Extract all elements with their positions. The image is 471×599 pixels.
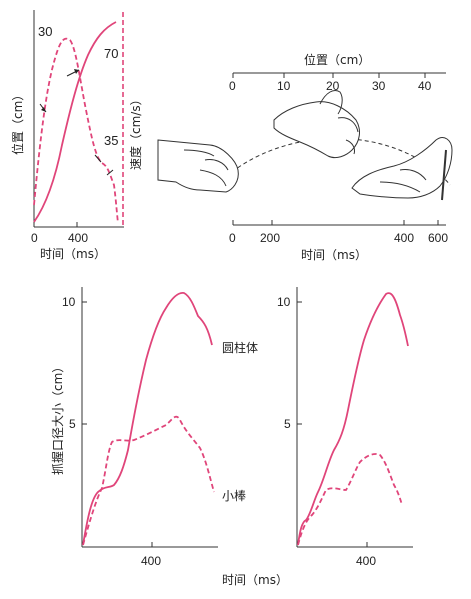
panel-a: 30 70 35 位置（cm） 速度（cm/s） 0 400 时间（ms） bbox=[10, 10, 143, 261]
annotation-70: 70 bbox=[104, 46, 118, 61]
panel-c-right-xtick-400: 400 bbox=[356, 554, 376, 568]
arrow-vel-3 bbox=[106, 169, 114, 176]
panel-b-bottom-tick-600: 600 bbox=[428, 231, 448, 245]
panel-c-right-ytick-10: 10 bbox=[277, 295, 291, 309]
panel-c-left: 抓握口径大小（cm） 10 5 400 圆柱体 小棒 bbox=[50, 287, 258, 568]
panel-a-xtick-0: 0 bbox=[31, 231, 38, 245]
panel-b-top-tick-0: 0 bbox=[229, 79, 236, 93]
arrowhead bbox=[74, 69, 79, 74]
panel-c-left-xtick-400: 400 bbox=[141, 554, 161, 568]
panel-c-left-ytick-5: 5 bbox=[69, 417, 76, 431]
label-rod: 小棒 bbox=[222, 489, 246, 503]
panel-b-bottom-tick-400: 400 bbox=[394, 231, 414, 245]
panel-b-top-tick-10: 10 bbox=[277, 79, 291, 93]
panel-a-xlabel: 时间（ms） bbox=[40, 247, 106, 261]
velocity-curve bbox=[33, 37, 119, 224]
panel-a-ylabel-right: 速度（cm/s） bbox=[128, 93, 143, 170]
panel-b-bottom-tick-0: 0 bbox=[229, 231, 236, 245]
hand-drawing-start bbox=[157, 139, 239, 193]
rod-aperture-curve bbox=[82, 415, 215, 546]
panel-b-top-label: 位置（cm） bbox=[304, 52, 370, 67]
annotation-35: 35 bbox=[104, 133, 118, 148]
hand-drawing-end bbox=[351, 137, 453, 201]
panel-b: 位置（cm） 0 10 20 30 40 bbox=[157, 52, 453, 262]
hand-drawing-mid bbox=[273, 90, 360, 159]
panel-b-top-tick-40: 40 bbox=[418, 79, 432, 93]
panel-b-top-tick-30: 30 bbox=[372, 79, 386, 93]
panel-a-xtick-400: 400 bbox=[68, 231, 88, 245]
arrow-vel-2 bbox=[94, 154, 102, 163]
arrowhead bbox=[41, 107, 46, 112]
panel-b-bottom-tick-200: 200 bbox=[260, 231, 280, 245]
position-curve bbox=[33, 21, 117, 223]
right-solid-curve bbox=[297, 292, 409, 546]
panel-c-ylabel: 抓握口径大小（cm） bbox=[50, 361, 65, 475]
panel-b-top-tick-20: 20 bbox=[326, 79, 340, 93]
cylinder-aperture-curve bbox=[82, 292, 213, 546]
panel-b-bottom-label: 时间（ms） bbox=[301, 248, 367, 262]
panel-c-right: 10 5 400 bbox=[277, 287, 413, 568]
panel-c-right-ytick-5: 5 bbox=[284, 417, 291, 431]
dowel-object bbox=[441, 149, 447, 201]
label-cylinder: 圆柱体 bbox=[222, 340, 258, 355]
annotation-30: 30 bbox=[38, 24, 52, 39]
panel-c-left-ytick-10: 10 bbox=[62, 295, 76, 309]
panel-c-xlabel: 时间（ms） bbox=[222, 573, 288, 587]
right-dash-curve bbox=[297, 453, 403, 546]
panel-a-ylabel-left: 位置（cm） bbox=[10, 89, 25, 155]
